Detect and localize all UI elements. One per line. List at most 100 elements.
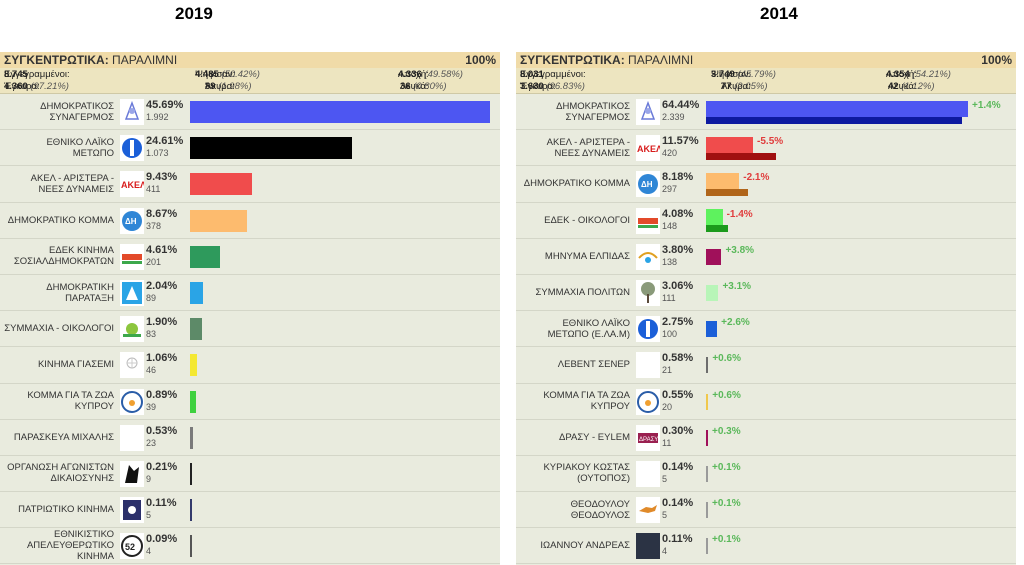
invalid-stat: Άκυρα: 89 (1.98%) — [205, 81, 252, 92]
party-logo-icon — [120, 99, 144, 126]
results-panel-2014: ΣΥΓΚΕΝΤΡΩΤΙΚΑ: ΠΑΡΑΛΙΜΝΙ 100% Εγγεγραμμέ… — [516, 52, 1016, 565]
party-row: ΔΗΜΟΚΡΑΤΙΚΟ ΚΟΜΜΑ ΔΗ 8.67% 378 — [0, 203, 500, 239]
party-name: ΔΗΜΟΚΡΑΤΙΚΟ ΚΟΜΜΑ — [7, 214, 114, 226]
party-logo-icon — [120, 316, 144, 343]
party-name: ΜΗΝΥΜΑ ΕΛΠΙΔΑΣ — [544, 250, 630, 262]
party-name: ΕΘΝΙΚΟ ΛΑΪΚΟ ΜΕΤΩΠΟ — [46, 136, 114, 159]
party-votes: 21 — [662, 365, 673, 376]
party-percent: 11.57% — [662, 135, 699, 148]
party-change: -2.1% — [743, 172, 770, 184]
party-bar — [706, 136, 754, 153]
party-logo-icon — [636, 207, 660, 234]
party-percent: 0.14% — [662, 497, 694, 510]
party-row: ΠΑΤΡΙΩΤΙΚΟ ΚΙΝΗΜΑ 0.11% 5 — [0, 492, 500, 529]
party-row: ΕΘΝΙΚΟ ΛΑΪΚΟ ΜΕΤΩΠΟ 24.61% 1.073 — [0, 130, 500, 167]
party-percent: 0.14% — [662, 460, 694, 473]
party-logo-icon — [120, 497, 144, 524]
party-name: ΣΥΜΜΑΧΙΑ ΠΟΛΙΤΩΝ — [535, 287, 630, 299]
results-panel-2019: ΣΥΓΚΕΝΤΡΩΤΙΚΑ: ΠΑΡΑΛΙΜΝΙ 100% Εγγεγραμμέ… — [0, 52, 500, 565]
party-bar — [706, 429, 708, 446]
party-percent: 0.09% — [146, 533, 178, 546]
party-logo-icon — [120, 424, 144, 451]
year-2019-heading: 2019 — [175, 4, 213, 23]
party-logo-icon — [120, 388, 144, 415]
turnout-stats: Εγγεγραμμένοι: 8.745 Ψήφισαν: 4.485 (50.42… — [0, 68, 500, 94]
party-logo-icon: ΔΡΑΣΥ — [636, 424, 660, 451]
party-logo-icon: AKEΛ — [120, 171, 144, 198]
party-logo-icon — [636, 460, 660, 487]
svg-text:ΔΡΑΣΥ: ΔΡΑΣΥ — [639, 437, 658, 443]
party-row: ΚΥΡΙΑΚΟΥ ΚΩΣΤΑΣ (ΟΥΤΟΠΟΣ) 0.14% 5 +0.1% — [516, 456, 1016, 493]
party-prev-bar — [706, 188, 748, 196]
party-votes: 39 — [146, 401, 157, 412]
party-bar — [706, 357, 709, 374]
party-row: ΔΡΑΣΥ - EYLEM ΔΡΑΣΥ 0.30% 11 +0.3% — [516, 420, 1016, 456]
party-votes: 5 — [662, 473, 668, 484]
party-row: ΣΥΜΜΑΧΙΑ ΠΟΛΙΤΩΝ 3.06% 111 +3.1% — [516, 275, 1016, 312]
party-logo-icon — [120, 460, 144, 487]
party-list: ΔΗΜΟΚΡΑΤΙΚΟΣ ΣΥΝΑΓΕΡΜΟΣ 64.44% 2.339 +1.4% Α… — [516, 94, 1016, 565]
party-bar — [190, 282, 204, 305]
svg-text:AKEΛ: AKEΛ — [637, 144, 660, 154]
party-percent: 8.67% — [146, 207, 178, 220]
party-change: -5.5% — [757, 136, 784, 148]
registered-stat: Εγγεγραμμένοι: 8.031 — [520, 69, 586, 80]
party-name: ΟΡΓΑΝΩΣΗ ΑΓΩΝΙΣΤΩΝ ΔΙΚΑΙΟΣΥΝΗΣ — [7, 462, 114, 485]
blank-stat: Λευκά: 36 (0.80%) — [400, 81, 447, 92]
counted-percent: 100% — [981, 53, 1012, 67]
party-row: ΚΟΜΜΑ ΓΙΑ ΤΑ ΖΩΑ ΚΥΠΡΟΥ 0.55% 20 +0.6% — [516, 384, 1016, 420]
party-logo-icon — [636, 280, 660, 307]
party-percent: 0.55% — [662, 388, 694, 401]
party-votes: 100 — [662, 329, 678, 340]
party-prev-bar — [706, 116, 963, 124]
party-percent: 1.06% — [146, 352, 178, 365]
party-row: ΔΗΜΟΚΡΑΤΙΚΟΣ ΣΥΝΑΓΕΡΜΟΣ 64.44% 2.339 +1.4% — [516, 94, 1016, 131]
party-votes: 297 — [662, 184, 678, 195]
party-votes: 11 — [662, 437, 672, 448]
party-votes: 83 — [146, 329, 157, 340]
party-bar — [190, 173, 252, 196]
party-bar — [190, 499, 192, 522]
party-name: ΔΗΜΟΚΡΑΤΙΚΟΣ ΣΥΝΑΓΕΡΜΟΣ — [556, 100, 630, 123]
party-logo-icon — [636, 533, 660, 560]
party-votes: 411 — [146, 184, 161, 195]
party-name: ΘΕΟΔΟΥΛΟΥ ΘΕΟΔΟΥΛΟΣ — [570, 498, 630, 521]
party-votes: 420 — [662, 148, 678, 159]
party-row: ΣΥΜΜΑΧΙΑ - ΟΙΚΟΛΟΓΟΙ 1.90% 83 — [0, 311, 500, 348]
party-row: ΑΚΕΛ - ΑΡΙΣΤΕΡΑ - ΝΕΕΣ ΔΥΝΑΜΕΙΣ AKEΛ 9.43%… — [0, 166, 500, 203]
abstain-stat: Αποχή: 4.336 (49.58%) — [398, 69, 463, 80]
party-name: ΔΗΜΟΚΡΑΤΙΚΗ ΠΑΡΑΤΑΞΗ — [46, 281, 114, 304]
party-change: +2.6% — [721, 317, 750, 329]
party-percent: 24.61% — [146, 135, 184, 148]
party-change: +0.3% — [712, 425, 741, 437]
summary-label: ΣΥΓΚΕΝΤΡΩΤΙΚΑ: — [4, 53, 109, 67]
party-bar — [706, 100, 968, 117]
party-percent: 0.30% — [662, 424, 694, 437]
registered-stat: Εγγεγραμμένοι: 8.745 — [4, 69, 70, 80]
party-bar — [706, 502, 708, 519]
party-votes: 23 — [146, 437, 157, 448]
party-votes: 201 — [146, 256, 162, 267]
party-name: ΔΗΜΟΚΡΑΤΙΚΟΣ ΣΥΝΑΓΕΡΜΟΣ — [40, 100, 114, 123]
party-change: +0.6% — [712, 353, 741, 365]
party-percent: 4.08% — [662, 207, 694, 220]
party-percent: 4.61% — [146, 243, 178, 256]
party-logo-icon — [636, 99, 660, 126]
party-bar — [706, 321, 718, 338]
party-bar — [706, 172, 740, 189]
party-row: ΙΩΑΝΝΟΥ ΑΝΔΡΕΑΣ 0.11% 4 +0.1% — [516, 528, 1016, 565]
party-name: ΙΩΑΝΝΟΥ ΑΝΔΡΕΑΣ — [540, 540, 630, 552]
party-change: -1.4% — [726, 208, 753, 220]
party-bar — [706, 465, 708, 482]
party-votes: 5 — [146, 510, 152, 521]
party-logo-icon — [636, 243, 660, 270]
blank-stat: Λευκά: 42 (1.12%) — [888, 81, 935, 92]
party-logo-icon — [120, 243, 144, 270]
party-logo-icon — [120, 280, 144, 307]
party-votes: 2.339 — [662, 112, 685, 123]
party-percent: 1.90% — [146, 316, 178, 329]
svg-text:52: 52 — [125, 542, 135, 552]
summary-header: ΣΥΓΚΕΝΤΡΩΤΙΚΑ: ΠΑΡΑΛΙΜΝΙ 100% — [516, 52, 1016, 68]
valid-stat: Έγκυρα: 4.360 (97.21%) — [4, 81, 69, 92]
party-row: ΕΔΕΚ - ΟΙΚΟΛΟΓΟΙ 4.08% 148 -1.4% — [516, 203, 1016, 239]
